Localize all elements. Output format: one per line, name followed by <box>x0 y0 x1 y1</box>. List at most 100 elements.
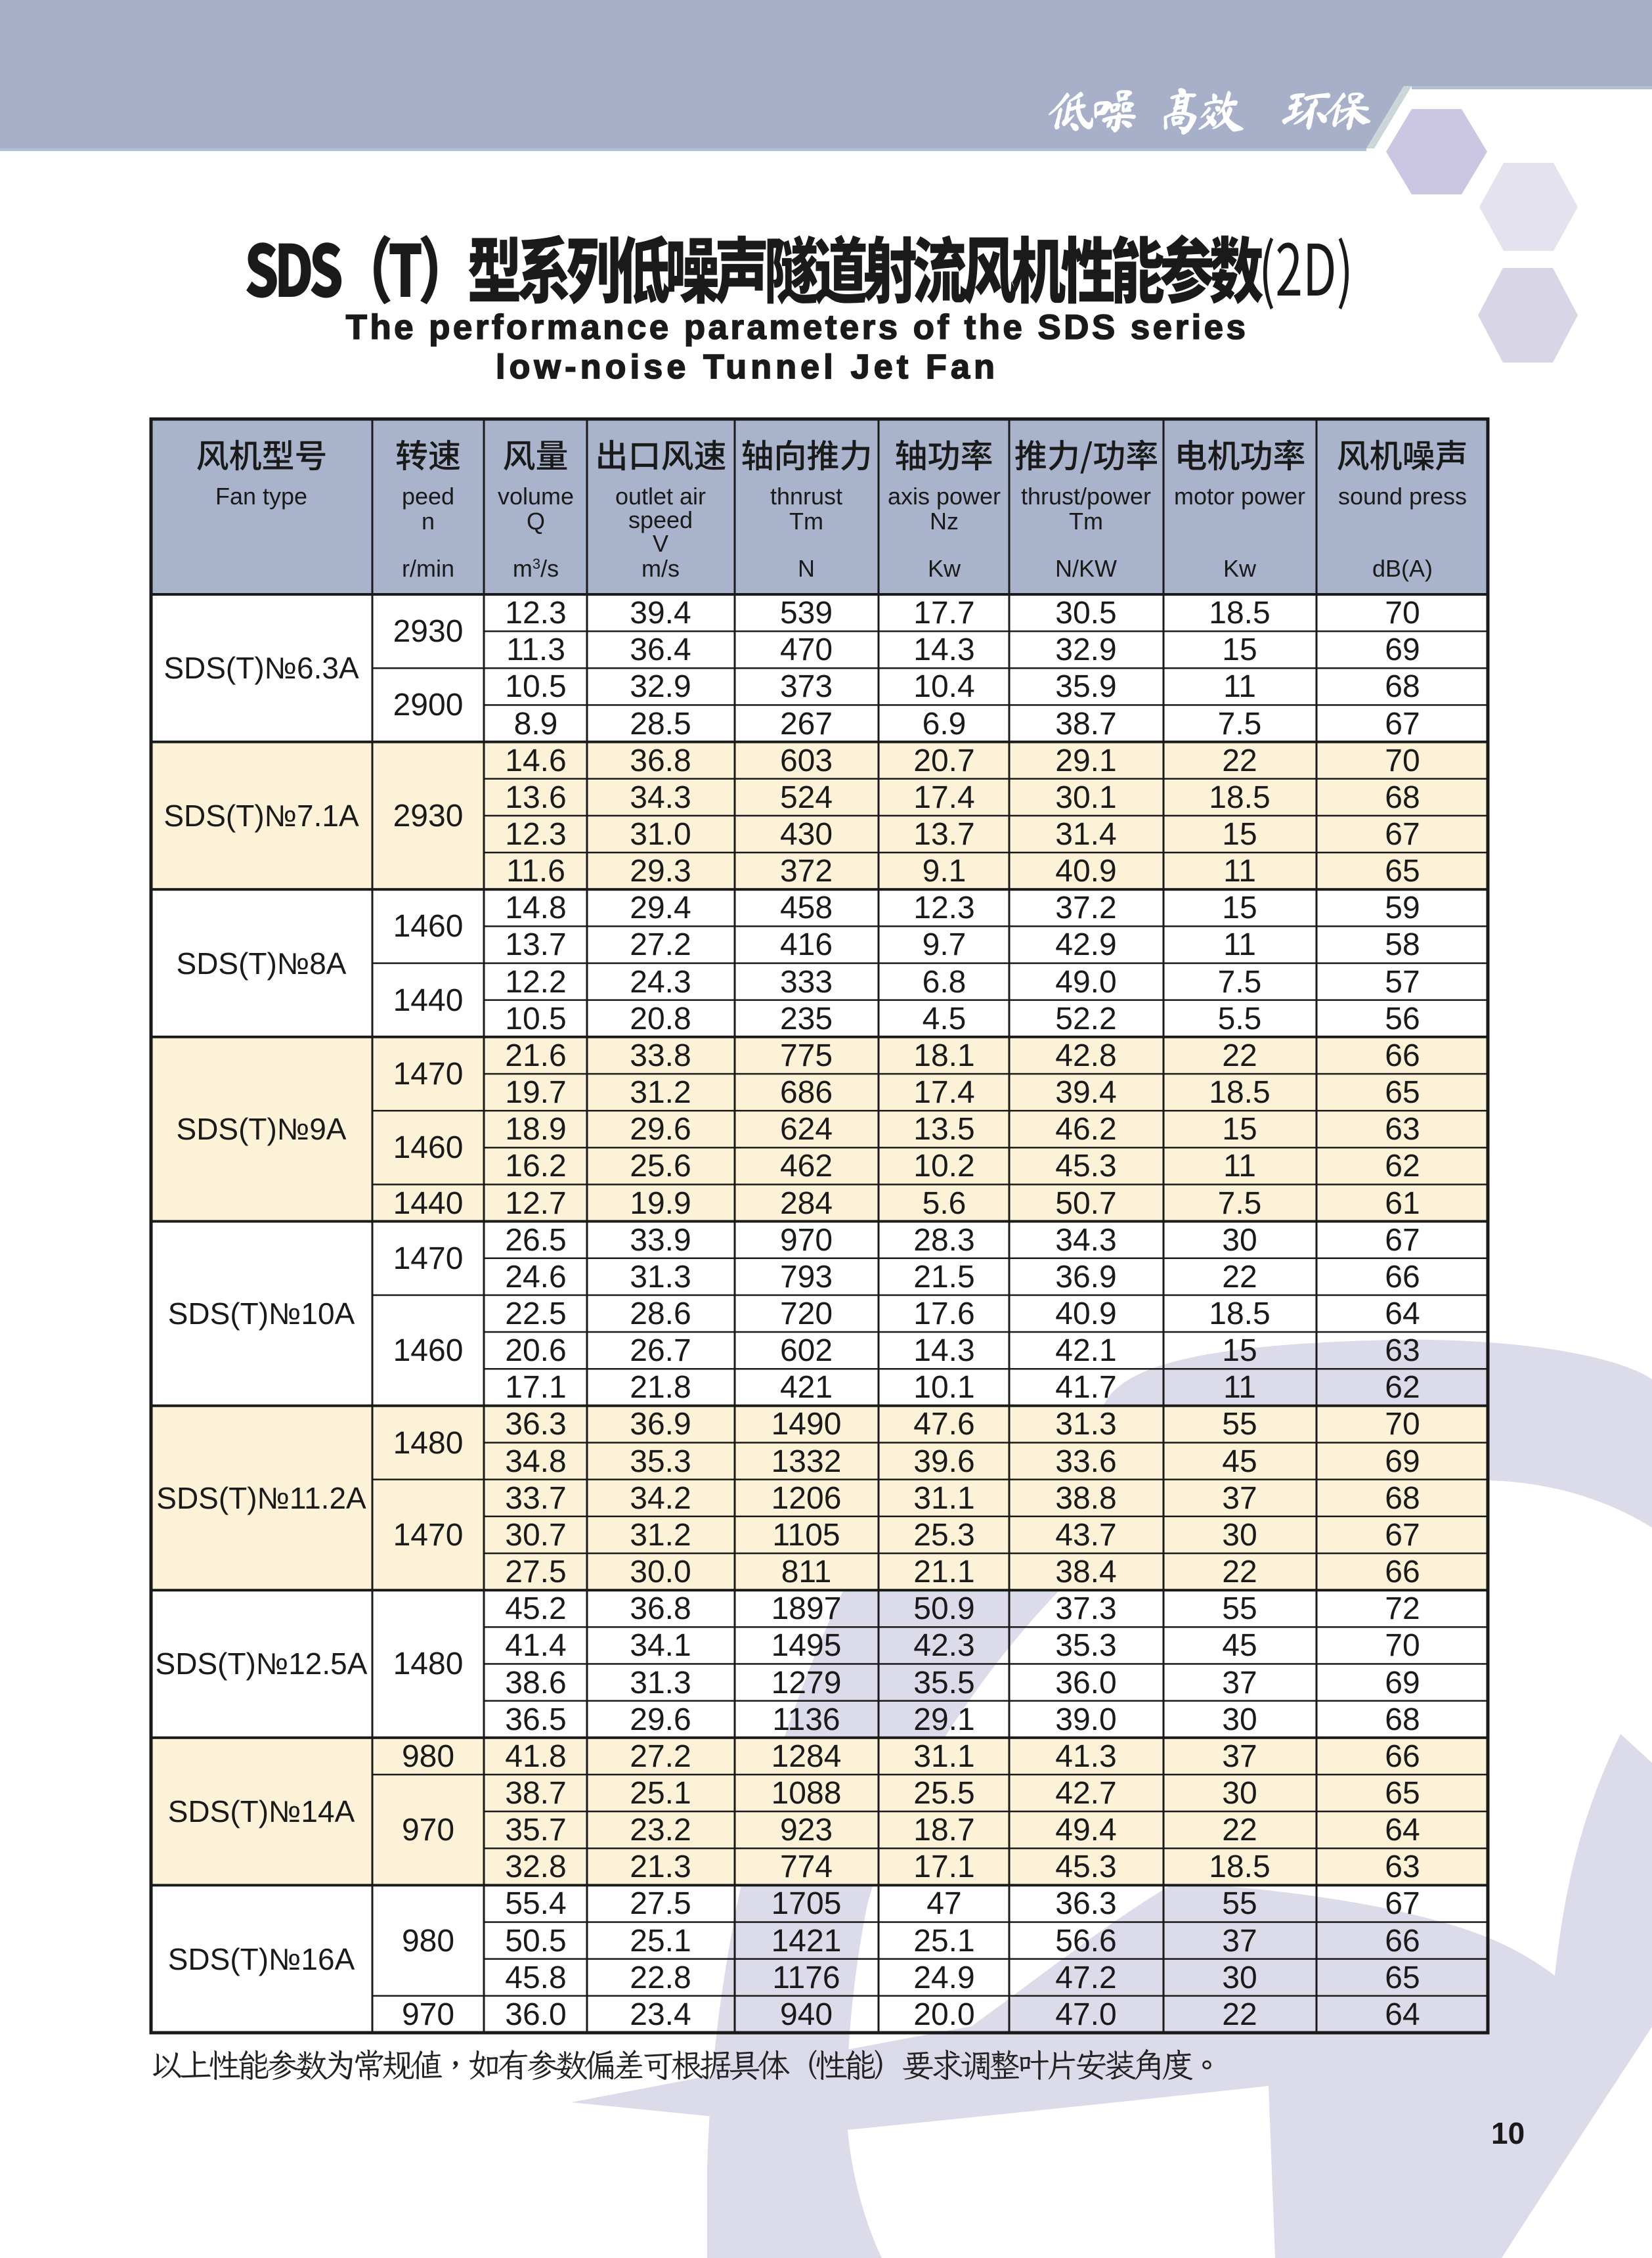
svg-text:430: 430 <box>780 817 833 852</box>
svg-text:thnrust: thnrust <box>770 483 842 510</box>
svg-text:25.3: 25.3 <box>913 1518 974 1553</box>
svg-text:15: 15 <box>1222 891 1257 925</box>
svg-text:1088: 1088 <box>772 1776 842 1811</box>
svg-text:27.2: 27.2 <box>630 927 691 962</box>
svg-text:14.3: 14.3 <box>913 632 974 667</box>
svg-text:18.7: 18.7 <box>913 1813 974 1848</box>
svg-text:29.6: 29.6 <box>630 1702 691 1737</box>
svg-text:9.7: 9.7 <box>923 927 967 962</box>
svg-text:30: 30 <box>1222 1223 1257 1258</box>
svg-text:36.3: 36.3 <box>505 1407 566 1442</box>
svg-text:42.8: 42.8 <box>1055 1038 1116 1073</box>
svg-text:57: 57 <box>1385 965 1420 1000</box>
svg-text:980: 980 <box>402 1739 454 1774</box>
svg-text:235: 235 <box>780 1002 833 1036</box>
svg-text:The performance parameters of: The performance parameters of the SDS se… <box>346 308 1249 347</box>
svg-text:58: 58 <box>1385 927 1420 962</box>
svg-text:63: 63 <box>1385 1849 1420 1884</box>
svg-text:67: 67 <box>1385 817 1420 852</box>
svg-text:36.3: 36.3 <box>1055 1886 1116 1921</box>
svg-text:20.6: 20.6 <box>505 1333 566 1368</box>
svg-text:1440: 1440 <box>393 1186 464 1221</box>
svg-text:1490: 1490 <box>772 1407 842 1442</box>
svg-text:1105: 1105 <box>772 1518 840 1553</box>
svg-text:25.1: 25.1 <box>630 1924 691 1959</box>
svg-text:SDS(T)№9A: SDS(T)№9A <box>177 1112 347 1146</box>
svg-text:n: n <box>422 508 435 535</box>
svg-text:N/KW: N/KW <box>1055 555 1117 582</box>
svg-text:30.5: 30.5 <box>1055 596 1116 631</box>
svg-text:1705: 1705 <box>772 1886 842 1921</box>
svg-text:68: 68 <box>1385 1702 1420 1737</box>
svg-text:524: 524 <box>780 780 833 815</box>
svg-text:peed: peed <box>402 483 454 510</box>
svg-text:10.5: 10.5 <box>505 669 566 704</box>
svg-text:67: 67 <box>1385 1223 1420 1258</box>
svg-text:13.6: 13.6 <box>505 780 566 815</box>
svg-text:55: 55 <box>1222 1591 1257 1626</box>
svg-text:373: 373 <box>780 669 833 704</box>
svg-text:18.5: 18.5 <box>1209 1075 1270 1110</box>
svg-text:7.5: 7.5 <box>1218 965 1262 1000</box>
svg-text:69: 69 <box>1385 632 1420 667</box>
svg-text:11: 11 <box>1223 1149 1256 1184</box>
svg-text:42.9: 42.9 <box>1055 927 1116 962</box>
svg-text:9.1: 9.1 <box>923 854 967 889</box>
svg-text:low-noise Tunnel Jet Fan: low-noise Tunnel Jet Fan <box>496 348 999 386</box>
svg-text:462: 462 <box>780 1149 833 1184</box>
svg-text:421: 421 <box>780 1370 833 1405</box>
svg-text:45: 45 <box>1222 1628 1257 1663</box>
svg-text:34.1: 34.1 <box>630 1628 691 1663</box>
svg-text:10.1: 10.1 <box>913 1370 974 1405</box>
svg-text:17.1: 17.1 <box>913 1849 974 1884</box>
svg-text:45.3: 45.3 <box>1055 1849 1116 1884</box>
svg-text:31.2: 31.2 <box>630 1075 691 1110</box>
svg-text:39.0: 39.0 <box>1055 1702 1116 1737</box>
svg-text:33.6: 33.6 <box>1055 1444 1116 1479</box>
svg-text:45: 45 <box>1222 1444 1257 1479</box>
svg-text:20.7: 20.7 <box>913 743 974 778</box>
svg-text:31.3: 31.3 <box>1055 1407 1116 1442</box>
svg-text:14.8: 14.8 <box>505 891 566 925</box>
svg-text:28.3: 28.3 <box>913 1223 974 1258</box>
svg-text:21.3: 21.3 <box>630 1849 691 1884</box>
svg-text:18.5: 18.5 <box>1209 1296 1270 1331</box>
svg-text:66: 66 <box>1385 1739 1420 1774</box>
svg-text:17.6: 17.6 <box>913 1296 974 1331</box>
svg-text:970: 970 <box>402 1813 454 1848</box>
svg-text:17.1: 17.1 <box>505 1370 566 1405</box>
svg-text:36.0: 36.0 <box>1055 1666 1116 1700</box>
svg-text:13.7: 13.7 <box>505 927 566 962</box>
svg-text:67: 67 <box>1385 1518 1420 1553</box>
svg-text:56: 56 <box>1385 1002 1420 1036</box>
svg-text:29.1: 29.1 <box>913 1702 974 1737</box>
svg-text:14.6: 14.6 <box>505 743 566 778</box>
svg-text:15: 15 <box>1222 1112 1257 1147</box>
svg-text:970: 970 <box>780 1223 833 1258</box>
svg-text:45.8: 45.8 <box>505 1960 566 1995</box>
svg-text:624: 624 <box>780 1112 833 1147</box>
svg-text:18.5: 18.5 <box>1209 596 1270 631</box>
svg-text:284: 284 <box>780 1186 833 1221</box>
svg-text:21.1: 21.1 <box>913 1555 974 1589</box>
svg-text:1470: 1470 <box>393 1057 464 1092</box>
svg-text:36.8: 36.8 <box>630 1591 691 1626</box>
svg-text:26.5: 26.5 <box>505 1223 566 1258</box>
svg-text:38.7: 38.7 <box>1055 707 1116 742</box>
svg-text:22: 22 <box>1222 743 1257 778</box>
svg-text:66: 66 <box>1385 1924 1420 1959</box>
svg-text:11: 11 <box>1223 854 1256 889</box>
svg-text:Kw: Kw <box>1223 555 1257 582</box>
svg-text:37: 37 <box>1222 1481 1257 1516</box>
svg-text:20.0: 20.0 <box>913 1997 974 2032</box>
svg-text:63: 63 <box>1385 1333 1420 1368</box>
svg-text:64: 64 <box>1385 1997 1420 2032</box>
svg-text:32.9: 32.9 <box>630 669 691 704</box>
svg-text:34.3: 34.3 <box>1055 1223 1116 1258</box>
svg-text:13.7: 13.7 <box>913 817 974 852</box>
svg-text:28.5: 28.5 <box>630 707 691 742</box>
svg-text:26.7: 26.7 <box>630 1333 691 1368</box>
svg-text:35.3: 35.3 <box>1055 1628 1116 1663</box>
svg-text:25.1: 25.1 <box>913 1924 974 1959</box>
svg-text:603: 603 <box>780 743 833 778</box>
